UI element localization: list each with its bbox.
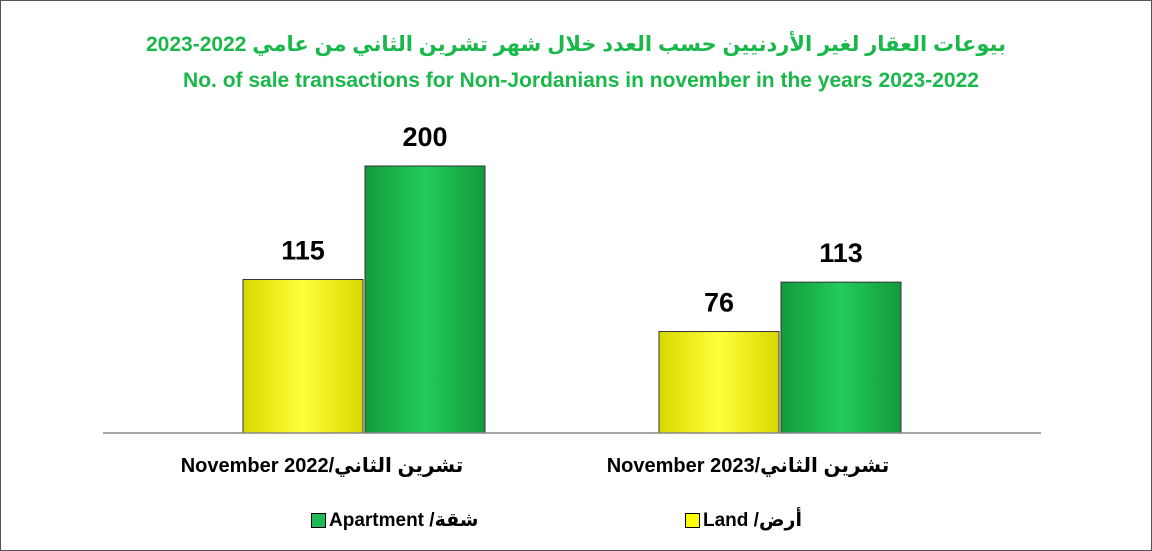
- bar: [364, 165, 486, 434]
- bar: [780, 281, 902, 434]
- x-tick-label: November 2023/تشرين الثاني: [607, 455, 890, 478]
- value-label: 200: [402, 122, 447, 152]
- legend-item: أرض/ Land: [685, 509, 802, 532]
- title-en: No. of sale transactions for Non-Jordani…: [183, 69, 979, 92]
- legend-label: شقة/ Apartment: [329, 510, 479, 531]
- value-label: 113: [819, 238, 863, 268]
- legend-item: شقة/ Apartment: [311, 509, 478, 532]
- bar: [658, 331, 780, 434]
- legend-swatch: [685, 513, 700, 528]
- value-label: 115: [281, 235, 325, 265]
- title-ar: بيوعات العقار لغير الأردنيين حسب العدد خ…: [145, 33, 1007, 56]
- x-tick-label: November 2022/تشرين الثاني: [181, 455, 464, 478]
- legend-label: أرض/ Land: [703, 510, 802, 531]
- bar: [242, 278, 364, 434]
- value-label: 76: [704, 288, 734, 318]
- legend-swatch: [311, 513, 326, 528]
